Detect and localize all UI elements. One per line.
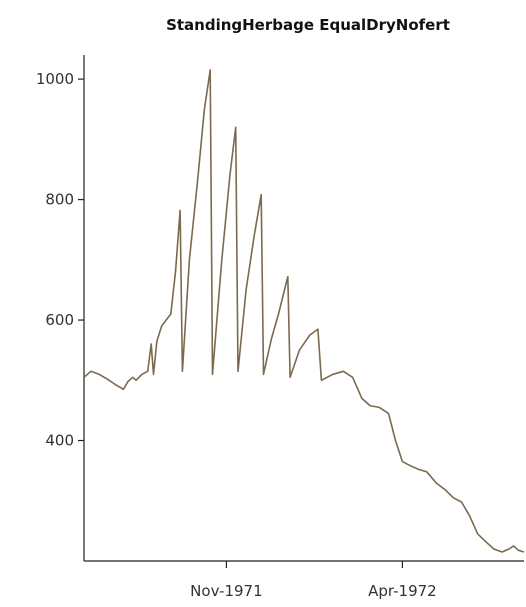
y-tick-label: 800 xyxy=(45,191,74,209)
y-axis: 400 600 800 1000 xyxy=(36,55,85,561)
chart-title: StandingHerbage EqualDryNofert xyxy=(166,16,450,34)
series-group xyxy=(83,69,525,553)
x-tick-label: Apr-1972 xyxy=(368,582,437,600)
x-axis: Nov-1971 Apr-1972 xyxy=(84,560,524,600)
y-tick-label: 400 xyxy=(45,432,74,450)
y-tick-label: 600 xyxy=(45,311,74,329)
x-tick-label: Nov-1971 xyxy=(190,582,262,600)
series-line xyxy=(83,69,525,553)
y-tick-label: 1000 xyxy=(36,70,74,88)
